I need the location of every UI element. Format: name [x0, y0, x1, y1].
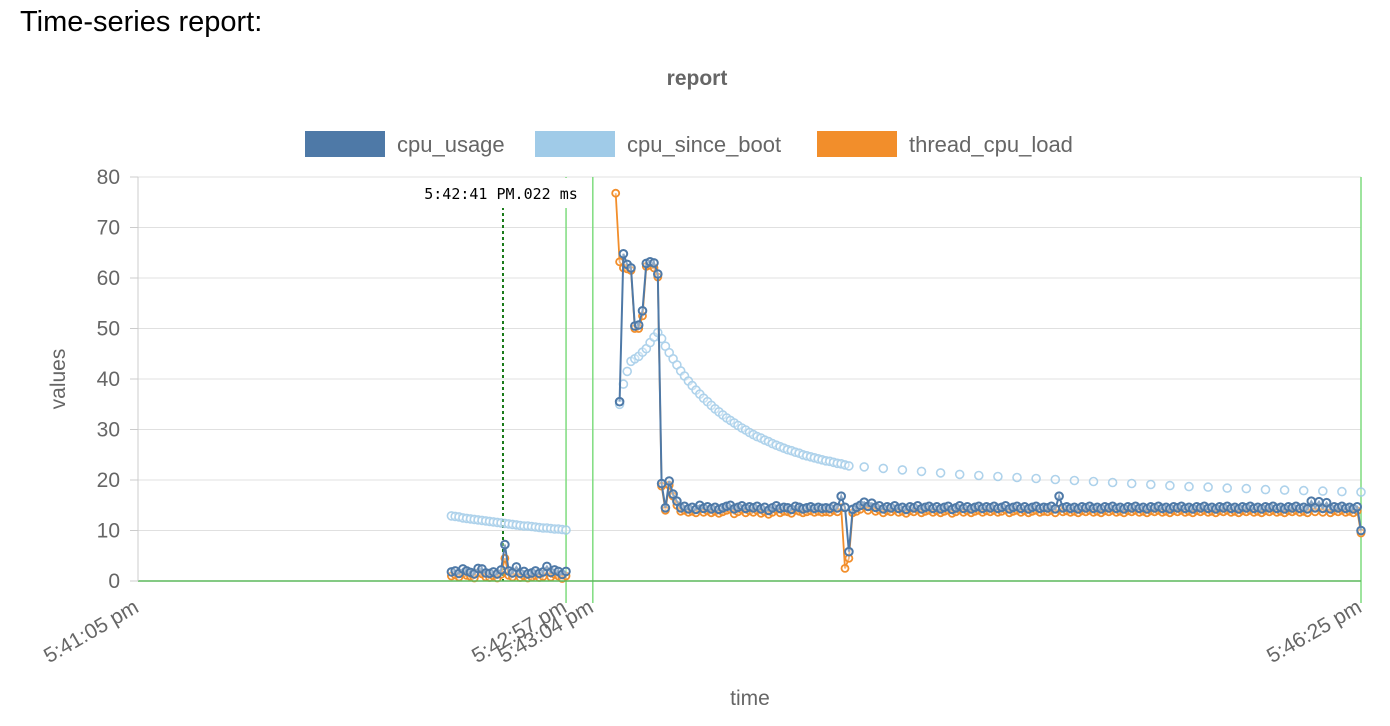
- cpu-usage-point: [1302, 504, 1313, 514]
- x-tick-label: 5:46:25 pm: [1263, 595, 1366, 667]
- y-axis-label: values: [47, 349, 70, 410]
- cpu-since-boot-point: [1260, 484, 1271, 495]
- thread-cpu-load-point: [840, 564, 850, 573]
- cpu-usage-point: [496, 565, 506, 575]
- thread-cpu-load-point: [611, 188, 621, 198]
- cpu-usage-point: [500, 539, 510, 550]
- series-thread-cpu-load: [446, 188, 1366, 583]
- hover-tooltip: 5:42:41 PM.022 ms: [414, 178, 588, 208]
- cpu-since-boot-point: [1050, 474, 1061, 485]
- cpu-since-boot-point: [1318, 486, 1328, 496]
- cpu-since-boot-point: [1241, 483, 1252, 494]
- legend-label-cpu-since-boot: cpu_since_boot: [627, 132, 781, 157]
- cpu-usage-point: [633, 320, 644, 330]
- cpu-since-boot-point: [1031, 473, 1041, 484]
- y-grid: [130, 176, 1361, 582]
- cpu-usage-point: [844, 546, 854, 557]
- x-axis-label: time: [730, 687, 770, 710]
- cpu-since-boot-point: [844, 461, 854, 471]
- cpu-usage-point: [1356, 525, 1366, 536]
- cpu-since-boot-point: [1126, 478, 1137, 489]
- cpu-since-boot-point: [622, 366, 633, 377]
- cpu-usage-point: [836, 491, 847, 502]
- cpu-usage-point: [656, 478, 667, 489]
- cpu-usage-point: [626, 263, 636, 273]
- legend: cpu_usage cpu_since_boot thread_cpu_load: [305, 131, 1073, 157]
- cpu-since-boot-point: [1107, 477, 1118, 488]
- x-guide-lines: [501, 177, 1362, 603]
- legend-swatch-cpu-usage: [305, 131, 385, 157]
- cpu-since-boot-point: [1203, 482, 1213, 492]
- y-tick-label: 20: [97, 469, 120, 492]
- cpu-since-boot-point: [1356, 487, 1366, 497]
- legend-label-thread-cpu-load: thread_cpu_load: [909, 132, 1073, 157]
- chart-title: report: [667, 67, 728, 90]
- cpu-usage-point: [664, 476, 675, 486]
- cpu-usage-point: [653, 269, 663, 279]
- legend-item-thread-cpu-load[interactable]: thread_cpu_load: [817, 131, 1073, 157]
- page-heading: Time-series report:: [20, 6, 263, 38]
- y-tick-label: 60: [97, 267, 120, 290]
- cpu-since-boot-point: [973, 470, 984, 481]
- y-tick-label: 0: [108, 570, 120, 593]
- cpu-since-boot-point: [954, 469, 965, 480]
- cpu-usage-point: [668, 489, 678, 499]
- cpu-since-boot-point: [897, 465, 908, 475]
- cpu-since-boot-point: [916, 466, 927, 477]
- cpu-since-boot-point: [878, 463, 889, 474]
- cpu-since-boot-point: [1337, 486, 1347, 497]
- cpu-since-boot-point: [1279, 485, 1290, 495]
- cpu-since-boot-point: [1012, 472, 1022, 483]
- legend-item-cpu-since-boot[interactable]: cpu_since_boot: [535, 131, 781, 157]
- x-tick-label: 5:41:05 pm: [40, 595, 143, 667]
- y-tick-label: 10: [97, 520, 120, 543]
- y-tick-labels: 0 10 20 30 40 50 60 70 80: [97, 166, 120, 593]
- legend-swatch-thread-cpu-load: [817, 131, 897, 157]
- cpu-usage-point: [618, 249, 629, 259]
- cpu-usage-point: [649, 258, 659, 268]
- cpu-since-boot-point: [993, 471, 1003, 482]
- cpu-usage-point: [1054, 491, 1064, 502]
- legend-label-cpu-usage: cpu_usage: [397, 132, 505, 157]
- cpu-usage-point: [840, 502, 850, 513]
- hover-tooltip-label: 5:42:41 PM.022 ms: [424, 185, 578, 203]
- series-cpu-usage: [446, 249, 1366, 580]
- y-tick-label: 40: [97, 368, 120, 391]
- cpu-usage-point: [1352, 502, 1362, 512]
- cpu-since-boot-point: [1184, 481, 1194, 492]
- cpu-since-boot-point: [1222, 483, 1232, 493]
- cpu-usage-point: [660, 503, 671, 513]
- hover-tooltip-box: [414, 178, 588, 208]
- cpu-since-boot-point: [1298, 485, 1309, 496]
- cpu-since-boot-point: [1146, 479, 1156, 490]
- legend-item-cpu-usage[interactable]: cpu_usage: [305, 131, 505, 157]
- legend-swatch-cpu-since-boot: [535, 131, 615, 157]
- y-tick-label: 30: [97, 419, 120, 442]
- y-tick-label: 80: [97, 166, 120, 189]
- cpu-usage-point: [614, 396, 625, 407]
- cpu-usage-point: [561, 566, 571, 577]
- y-tick-label: 50: [97, 318, 120, 341]
- cpu-since-boot-point: [1165, 480, 1175, 491]
- cpu-usage-point: [1050, 504, 1061, 514]
- x-tick-labels: 5:41:05 pm 5:42:57 pm5:43:04 pm 5:46:25 pm: [40, 595, 1366, 667]
- cpu-since-boot-point: [1069, 475, 1080, 486]
- cpu-since-boot-point: [561, 525, 571, 535]
- cpu-usage-point: [637, 306, 648, 316]
- cpu-since-boot-point: [935, 468, 946, 478]
- series-layer: [446, 188, 1366, 583]
- cpu-since-boot-point: [859, 462, 870, 472]
- cpu-since-boot-point: [1088, 476, 1099, 487]
- cpu-usage-point: [832, 503, 843, 513]
- y-tick-label: 70: [97, 217, 120, 240]
